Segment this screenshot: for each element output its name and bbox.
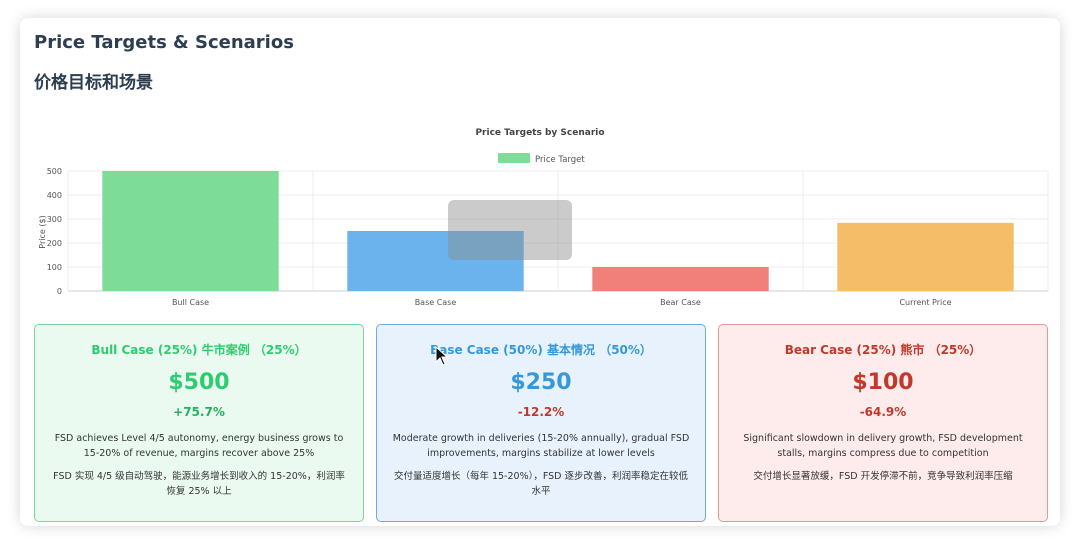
bull-case-description-zh: FSD 实现 4/5 级自动驾驶，能源业务增长到收入的 15-20%，利润率恢复…	[53, 471, 345, 497]
y-tick-label: 0	[57, 287, 62, 296]
legend-label[interactable]: Price Target	[535, 155, 585, 165]
base-case-description: Moderate growth in deliveries (15-20% an…	[392, 433, 690, 459]
x-tick-label: Base Case	[415, 298, 457, 307]
base-case-price: $250	[510, 370, 572, 395]
y-tick-label: 400	[47, 191, 62, 200]
bear-case-description-zh: 交付增长显著放缓，FSD 开发停滞不前，竞争导致利润率压缩	[753, 471, 1013, 482]
chart-title: Price Targets by Scenario	[475, 128, 604, 138]
mouse-cursor-icon	[435, 346, 449, 366]
y-tick-label: 100	[47, 263, 62, 272]
y-tick-label: 300	[47, 215, 62, 224]
page-subtitle: 价格目标和场景	[34, 73, 153, 93]
bull-case-card: Bull Case (25%) 牛市案例 （25%） $500 +75.7% F…	[34, 324, 364, 522]
legend-swatch[interactable]	[498, 153, 530, 163]
y-axis-label: Price ($)	[38, 215, 47, 248]
bar-bear-case[interactable]	[592, 267, 769, 291]
bear-case-description: Significant slowdown in delivery growth,…	[743, 433, 1023, 459]
bear-case-card: Bear Case (25%) 熊市 （25%） $100 -64.9% Sig…	[718, 324, 1048, 522]
main-panel: Price Targets & Scenarios 价格目标和场景 Price …	[20, 18, 1060, 526]
bar-current-price[interactable]	[837, 222, 1014, 291]
bull-case-title: Bull Case (25%) 牛市案例 （25%）	[91, 343, 307, 357]
y-tick-label: 200	[47, 239, 62, 248]
bar-bull-case[interactable]	[102, 171, 279, 291]
bull-case-change: +75.7%	[173, 405, 225, 419]
base-case-change: -12.2%	[517, 405, 565, 419]
page-title: Price Targets & Scenarios	[34, 32, 294, 53]
bear-case-title: Bear Case (25%) 熊市 （25%）	[784, 343, 982, 357]
y-tick-label: 500	[47, 167, 62, 176]
base-case-description-zh: 交付量适度增长（每年 15-20%），FSD 逐步改善，利润率稳定在较低水平	[393, 471, 689, 497]
bear-case-price: $100	[852, 370, 914, 395]
x-tick-label: Bull Case	[172, 298, 209, 307]
base-case-title: Base Case (50%) 基本情况 （50%）	[430, 343, 652, 357]
bull-case-price: $500	[168, 370, 230, 395]
base-case-card: Base Case (50%) 基本情况 （50%） $250 -12.2% M…	[376, 324, 706, 522]
bear-case-change: -64.9%	[859, 405, 907, 419]
axis-ticks: 0 100 200 300 400 500 Bull Case Base Case Bear C…	[47, 167, 952, 307]
x-tick-label: Current Price	[899, 298, 951, 307]
bar-series	[102, 171, 1014, 291]
price-targets-chart: Price Targets by Scenario Price Target P…	[38, 128, 1049, 307]
x-tick-label: Bear Case	[660, 298, 701, 307]
bar-base-case[interactable]	[347, 231, 524, 291]
tooltip-overlay	[448, 200, 572, 260]
bull-case-description: FSD achieves Level 4/5 autonomy, energy …	[54, 433, 344, 459]
